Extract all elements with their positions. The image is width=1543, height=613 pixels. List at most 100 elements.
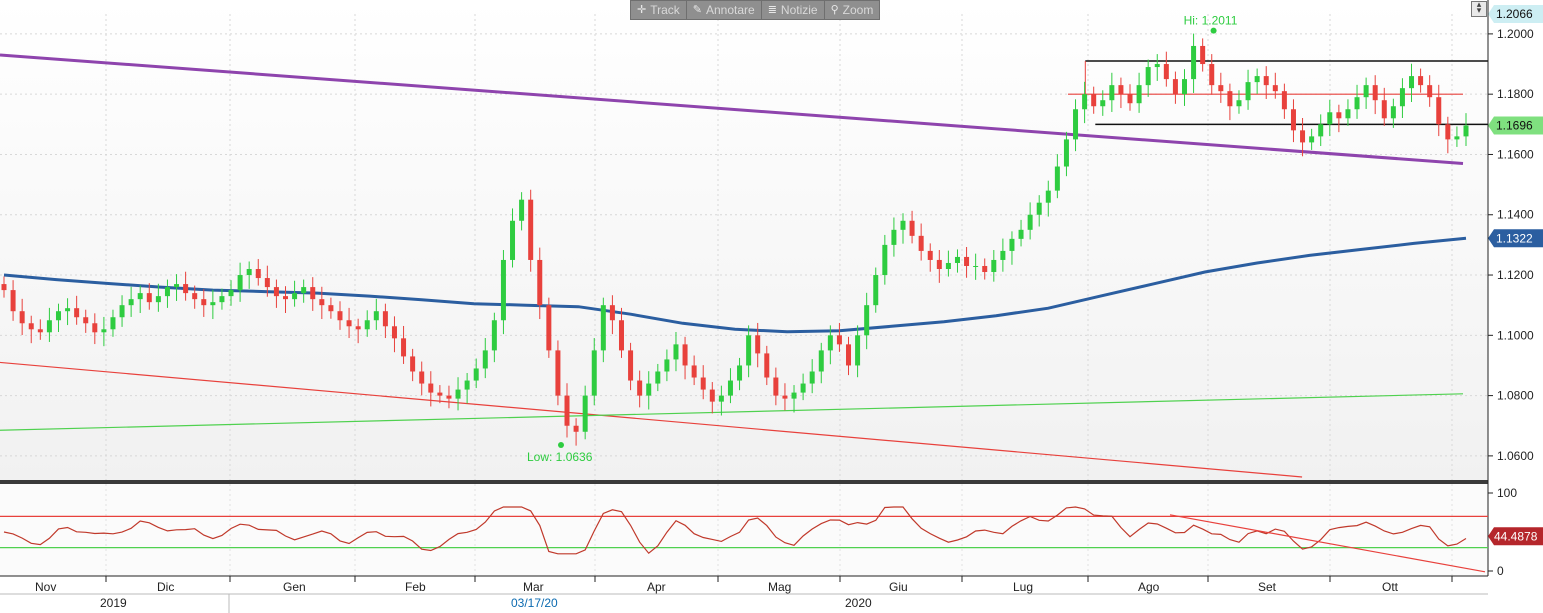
candle-body [74, 308, 80, 318]
osc-value-label-bg [1488, 527, 1543, 546]
candle-body [1209, 64, 1215, 86]
candle-body [246, 269, 252, 276]
candle-body [264, 278, 270, 288]
candle-body [682, 344, 688, 366]
candle-body [564, 395, 570, 426]
x-month-label: Dic [157, 580, 174, 594]
x-month-label: Nov [35, 580, 56, 594]
candle-body [500, 259, 506, 321]
candle-body [346, 320, 352, 327]
candle-body [909, 220, 915, 236]
y-tick-label: 1.1400 [1497, 208, 1534, 222]
low-marker [558, 442, 564, 449]
candle-body [1127, 94, 1133, 104]
candle-body [1218, 85, 1224, 92]
candle-body [991, 259, 997, 273]
annotate-button[interactable]: ✎ Annotare [687, 1, 762, 19]
high-annotation: Hi: 1.2011 [1184, 14, 1238, 28]
candle-body [1363, 85, 1369, 98]
chart-toolbar: ✛ Track ✎ Annotare ≣ Notizie ⚲ Zoom [630, 0, 881, 20]
candle-body [210, 302, 216, 306]
crosshair-icon: ✛ [637, 4, 647, 16]
news-label: Notizie [780, 3, 818, 17]
candle-body [954, 256, 960, 263]
candle-body [228, 290, 234, 297]
candle-body [1409, 76, 1415, 89]
candle-body [519, 199, 525, 221]
price-label-bg [1488, 229, 1543, 248]
candle-body [1045, 190, 1051, 203]
moving-average-line [3, 236, 1467, 334]
candle-body [273, 287, 279, 297]
candle-body [1309, 136, 1315, 143]
x-month-label: Ago [1138, 580, 1160, 594]
candle-body [455, 389, 461, 399]
candle-body [737, 365, 743, 381]
candle-body [1427, 85, 1433, 98]
candle-body [618, 320, 624, 351]
candle-body [1463, 125, 1469, 137]
candle-body [1118, 85, 1124, 95]
candle-body [1436, 97, 1442, 125]
candle-body [809, 371, 815, 384]
osc-value-label: 44.4878 [1494, 529, 1538, 543]
x-month-label: Apr [647, 580, 666, 594]
candle-body [1399, 88, 1405, 107]
candle-body [373, 311, 379, 321]
candle-body [183, 284, 189, 294]
pencil-icon: ✎ [692, 4, 702, 16]
candle-body [1354, 97, 1360, 110]
candle-body [727, 380, 733, 396]
x-month-label: Gen [283, 580, 306, 594]
candle-body [637, 380, 643, 396]
candle-body [55, 311, 61, 321]
candle-body [891, 229, 897, 245]
candle-body [1091, 94, 1097, 107]
candle-body [1172, 79, 1178, 95]
magnifier-icon: ⚲ [830, 4, 839, 16]
candle-body [428, 383, 434, 393]
candle-body [1109, 85, 1115, 101]
candle-body [1, 284, 7, 291]
candle-body [1290, 109, 1296, 131]
price-label: 1.2066 [1496, 7, 1533, 21]
candle-body [764, 353, 770, 378]
candle-body [137, 293, 143, 300]
candle-body [219, 296, 225, 303]
price-panel-bg [0, 0, 1488, 480]
x-year-label: 2020 [845, 596, 872, 610]
candle-body [673, 344, 679, 360]
candle-body [1454, 136, 1460, 140]
candle-body [1145, 67, 1151, 86]
axis-scroll-button[interactable]: ▴ ▾ [1471, 1, 1487, 17]
y-tick-label: 1.0800 [1497, 389, 1534, 403]
candle-body [1082, 94, 1088, 110]
candle-body [709, 389, 715, 402]
candle-body [255, 269, 261, 279]
candle-body [473, 368, 479, 381]
x-month-label: Mag [768, 580, 791, 594]
oscillator-panel-bg [0, 484, 1488, 576]
candle-body [446, 395, 452, 399]
candle-body [1381, 100, 1387, 119]
candle-body [936, 259, 942, 270]
candle-body [1027, 214, 1033, 230]
candle-body [591, 350, 597, 396]
news-button[interactable]: ≣ Notizie [762, 1, 825, 19]
y-tick-label: 1.1800 [1497, 87, 1534, 101]
candle-body [328, 305, 334, 312]
candle-body [437, 392, 443, 396]
trendline-1 [0, 361, 1303, 478]
candle-body [818, 350, 824, 372]
candle-body [1154, 64, 1160, 68]
track-button[interactable]: ✛ Track [631, 1, 687, 19]
candle-body [355, 326, 361, 330]
candle-body [1236, 100, 1242, 107]
candle-body [491, 320, 497, 351]
candle-body [1163, 64, 1169, 80]
candle-body [528, 199, 534, 260]
candle-body [1073, 109, 1079, 140]
zoom-button[interactable]: ⚲ Zoom [825, 1, 880, 19]
candle-body [1245, 82, 1251, 101]
